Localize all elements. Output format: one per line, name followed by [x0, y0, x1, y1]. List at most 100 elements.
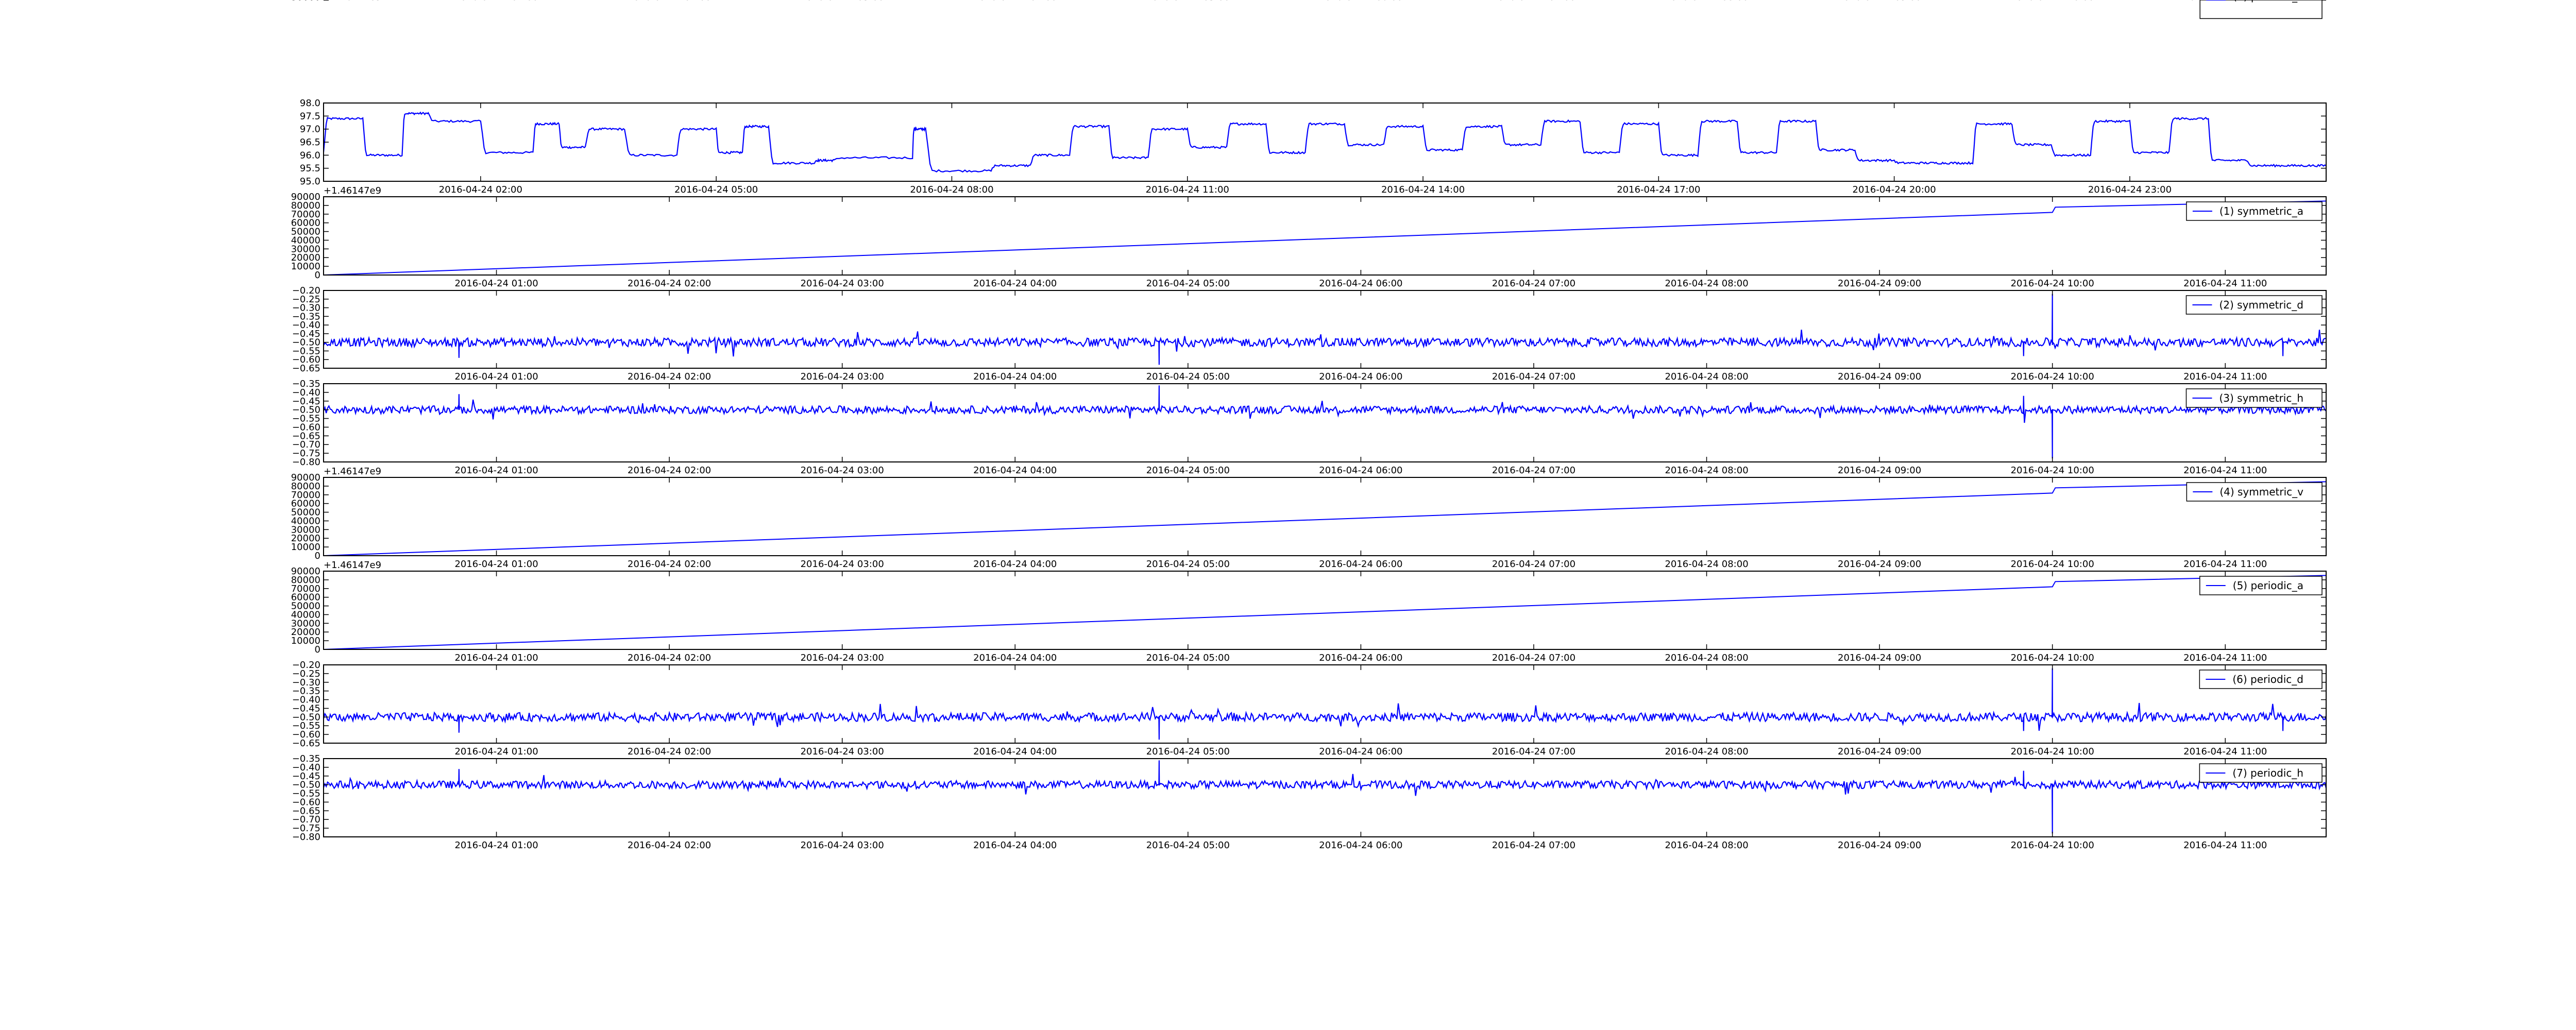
- x-tick-label: 2016-04-24 09:00: [1838, 840, 1921, 851]
- y-tick-label: −0.60: [292, 797, 320, 808]
- y-tick-label: 90000: [291, 566, 320, 577]
- y-tick-label: 70000: [291, 583, 320, 594]
- legend: (1) symmetric_a: [2186, 201, 2323, 221]
- y-tick-label: −0.65: [292, 738, 320, 749]
- x-tick-label: 2016-04-24 04:00: [973, 371, 1057, 382]
- x-tick-label: 2016-04-24 02:00: [628, 278, 711, 289]
- y-tick-label: 96.5: [300, 137, 320, 148]
- x-tick-label: 2016-04-24 05:00: [674, 184, 758, 195]
- x-tick-label: 2016-04-24 05:00: [1146, 840, 1230, 851]
- x-tick-label: 2016-04-24 06:00: [1319, 465, 1402, 476]
- y-tick-label: 0: [315, 551, 320, 561]
- y-tick-label: −0.40: [292, 762, 320, 773]
- y-tick-label: 10000: [291, 636, 320, 646]
- axes-frame: [323, 196, 2327, 276]
- x-tick-label: 2016-04-24 08:00: [910, 184, 993, 195]
- y-tick-label: −0.80: [292, 457, 320, 468]
- x-tick-label: 2016-04-24 07:00: [1492, 465, 1575, 476]
- y-tick-label: −0.20: [292, 285, 320, 296]
- legend-label: (8) periodic_v: [2233, 0, 2303, 3]
- x-tick-label: 2016-04-24 05:00: [1146, 371, 1230, 382]
- x-tick-label: 2016-04-24 08:00: [1665, 746, 1748, 757]
- y-tick-label: 20000: [291, 252, 320, 263]
- x-tick-label: 2016-04-24 10:00: [2011, 653, 2094, 663]
- x-tick-label: 2016-04-24 03:00: [801, 840, 884, 851]
- subplot-4: −0.80−0.75−0.70−0.65−0.60−0.55−0.50−0.45…: [292, 379, 2327, 476]
- y-tick-label: 0: [315, 270, 320, 281]
- legend-label: (1) symmetric_a: [2219, 205, 2303, 217]
- x-tick-label: 2016-04-24 04:00: [973, 0, 1057, 3]
- y-tick-label: −0.65: [292, 805, 320, 816]
- series-line: [324, 575, 2326, 649]
- x-tick-label: 2016-04-24 11:00: [2183, 465, 2267, 476]
- x-tick-label: 2016-04-24 07:00: [1492, 559, 1575, 570]
- y-tick-label: 0: [315, 644, 320, 655]
- series-line: [324, 111, 2326, 173]
- axes-frame: [323, 571, 2327, 650]
- subplot-5: 0100002000030000400005000060000700008000…: [291, 466, 2327, 570]
- legend: (8) periodic_v: [2199, 0, 2323, 19]
- x-tick-label: 2016-04-24 04:00: [973, 653, 1057, 663]
- axis-offset-label: +1.46147e9: [324, 0, 381, 3]
- y-tick-label: 30000: [291, 244, 320, 254]
- y-tick-label: −0.45: [292, 396, 320, 407]
- x-tick-label: 2016-04-24 09:00: [1838, 278, 1921, 289]
- x-tick-label: 2016-04-24 11:00: [2183, 840, 2267, 851]
- legend-label: (5) periodic_a: [2233, 579, 2303, 592]
- x-tick-label: 2016-04-24 08:00: [1665, 559, 1748, 570]
- x-tick-label: 2016-04-24 03:00: [801, 0, 884, 3]
- x-tick-label: 2016-04-24 01:00: [454, 0, 538, 3]
- y-tick-label: −0.80: [292, 832, 320, 843]
- x-tick-label: 2016-04-24 08:00: [1665, 653, 1748, 663]
- y-tick-label: 90000: [291, 0, 320, 3]
- y-tick-label: −0.25: [292, 294, 320, 305]
- axes-frame: [323, 102, 2327, 182]
- legend: (5) periodic_a: [2199, 576, 2323, 595]
- x-tick-label: 2016-04-24 07:00: [1492, 840, 1575, 851]
- x-tick-label: 2016-04-24 09:00: [1838, 371, 1921, 382]
- subplot-9: 0100002000030000400005000060000700008000…: [291, 0, 2326, 19]
- series-line: [324, 481, 2326, 556]
- x-tick-label: 2016-04-24 08:00: [1665, 465, 1748, 476]
- x-tick-label: 2016-04-24 11:00: [2183, 653, 2267, 663]
- axes-frame: [323, 758, 2327, 837]
- y-tick-label: −0.60: [292, 354, 320, 365]
- x-tick-label: 2016-04-24 07:00: [1492, 0, 1575, 3]
- y-tick-label: −0.50: [292, 405, 320, 416]
- axis-offset-label: +1.46147e9: [324, 466, 381, 477]
- x-tick-label: 2016-04-24 01:00: [454, 559, 538, 570]
- series-line: [324, 760, 2326, 834]
- y-tick-label: 80000: [291, 200, 320, 211]
- y-tick-label: 40000: [291, 516, 320, 526]
- x-tick-label: 2016-04-24 08:00: [1665, 840, 1748, 851]
- y-tick-label: 80000: [291, 481, 320, 492]
- x-tick-label: 2016-04-24 03:00: [801, 278, 884, 289]
- y-tick-label: −0.65: [292, 431, 320, 441]
- y-tick-label: −0.50: [292, 337, 320, 348]
- x-tick-label: 2016-04-24 10:00: [2011, 746, 2094, 757]
- y-tick-label: −0.30: [292, 303, 320, 314]
- y-tick-label: 20000: [291, 0, 320, 3]
- x-tick-label: 2016-04-24 10:00: [2011, 559, 2094, 570]
- y-tick-label: −0.60: [292, 422, 320, 433]
- x-tick-label: 2016-04-24 05:00: [1146, 0, 1230, 3]
- subplot-7: −0.65−0.60−0.55−0.50−0.45−0.40−0.35−0.30…: [292, 660, 2327, 757]
- x-tick-label: 2016-04-24 11:00: [2183, 746, 2267, 757]
- x-tick-label: 2016-04-24 08:00: [1665, 278, 1748, 289]
- axis-offset-label: +1.46147e9: [324, 560, 381, 571]
- y-tick-label: 20000: [291, 627, 320, 638]
- y-tick-label: 50000: [291, 0, 320, 3]
- axes-frame: [323, 383, 2327, 462]
- legend-box: [2199, 0, 2323, 19]
- x-tick-label: 2016-04-24 05:00: [1146, 559, 1230, 570]
- axes-frame: [323, 290, 2327, 369]
- x-tick-label: 2016-04-24 20:00: [1853, 184, 1936, 195]
- y-tick-label: −0.60: [292, 729, 320, 740]
- subplot-1: 95.0 95.5 96.0 96.5 97.0 97.5 98.0 2016-04-24 0…: [300, 98, 2327, 195]
- y-tick-label: −0.45: [292, 703, 320, 714]
- y-tick-label: −0.55: [292, 346, 320, 356]
- x-tick-label: 2016-04-24 10:00: [2011, 0, 2094, 3]
- x-tick-label: 2016-04-24 05:00: [1146, 746, 1230, 757]
- y-tick-label: 40000: [291, 609, 320, 620]
- y-tick-label: 80000: [291, 575, 320, 586]
